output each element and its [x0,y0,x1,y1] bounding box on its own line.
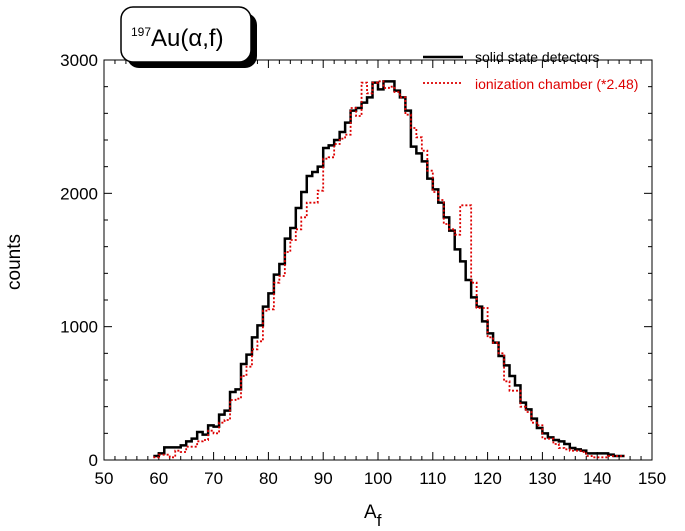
tick-labels: 50 60 70 80 90 100 110 120 130 140 150 0 1000 2000 300… [60,51,666,488]
series-group [153,80,625,459]
plot-frame [103,59,653,461]
title-mass-number: 197 [131,25,151,39]
x-tick-label: 50 [95,469,114,488]
x-tick-label: 110 [419,469,446,488]
series-ionization-chamber [153,80,625,459]
x-tick-label: 70 [204,469,223,488]
legend-label-dotted: ionization chamber (*2.48) [475,76,638,92]
x-tick-label: 100 [364,469,392,488]
x-axis-label-main: A [364,502,377,523]
x-tick-label: 90 [314,469,333,488]
x-axis-label: Af [364,502,382,530]
axis-ticks [103,59,653,461]
title-main: Au(α,f) [151,25,224,52]
y-tick-label: 1000 [60,318,98,337]
y-axis-label: counts [4,234,25,290]
chart-title: 197Au(α,f) [131,25,224,52]
x-tick-label: 60 [149,469,168,488]
x-axis-label-subscript: f [377,511,382,530]
y-tick-label: 0 [89,451,98,470]
x-tick-label: 150 [638,469,666,488]
chart-title-box: 197Au(α,f) [120,6,257,68]
x-tick-label: 80 [259,469,278,488]
legend-label-solid: solid state detectors [475,49,600,65]
y-tick-label: 2000 [60,184,98,203]
x-tick-label: 130 [528,469,556,488]
legend: solid state detectors ionization chamber… [423,49,638,92]
x-tick-label: 120 [473,469,501,488]
y-tick-label: 3000 [60,51,98,70]
x-tick-label: 140 [583,469,611,488]
series-solid-state-detectors [153,80,625,458]
